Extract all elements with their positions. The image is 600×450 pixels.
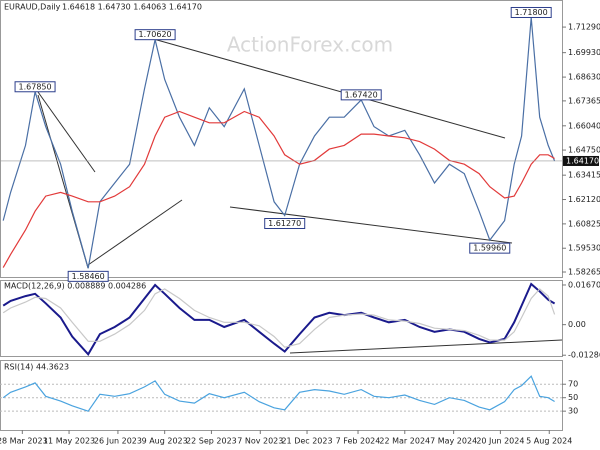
trendline [229,206,513,244]
annotation-label: 1.58460 [72,272,105,281]
chart-title: EURAUD,Daily [4,3,61,12]
price-frame [0,0,563,278]
trendline [149,37,506,139]
x-tick-label: 21 Dec 2023 [281,437,332,446]
last-price-label: 1.64170 [566,156,599,165]
y-tick-label: 1.67365 [568,96,600,105]
macd-frame [0,280,563,357]
x-tick-label: 28 Mar 2023 [0,437,48,446]
annotation-label: 1.59960 [473,244,506,253]
series-line [2,17,556,269]
trendline [289,339,563,354]
y-tick-label: -0.012869 [568,351,600,360]
y-tick-label: 1.59530 [568,244,600,253]
y-tick-label: 1.69930 [568,48,600,57]
series-line [2,288,556,348]
y-tick-label: 1.66040 [568,121,600,130]
x-tick-label: 26 Jun 2023 [94,437,142,446]
x-tick-label: 11 May 2023 [43,437,95,446]
x-tick-label: 20 Jun 2024 [476,437,524,446]
x-tick-label: 7 May 2024 [430,437,477,446]
series-line [2,375,555,412]
y-tick-label: 0.00 [568,320,586,329]
annotation-box [469,242,511,254]
trendline [87,199,183,266]
annotation-label: 1.67420 [345,90,378,99]
x-tick-label: 7 Nov 2023 [237,437,283,446]
y-tick-label: 50 [568,393,578,402]
ohlc-text: 1.64618 1.64730 1.64063 1.64170 [62,3,202,12]
annotation-label: 1.71800 [515,8,548,17]
y-tick-label: 1.71290 [568,23,600,32]
annotation-label: 1.70620 [139,30,172,39]
y-tick-label: 1.64750 [568,146,600,155]
annotation-box [134,29,176,41]
series-line [2,110,555,268]
annotation-label: 1.61270 [268,219,301,228]
y-tick-label: 1.58265 [568,268,600,277]
y-tick-label: 1.68630 [568,73,600,82]
rsi-frame [0,360,563,431]
y-tick-label: 1.63415 [568,171,600,180]
annotation-box [264,218,306,230]
y-tick-label: 1.62120 [568,195,600,204]
y-tick-label: 30 [568,407,578,416]
watermark: ActionForex.com [227,33,393,57]
x-tick-label: 22 Sep 2023 [186,437,237,446]
annotation-box [510,6,552,18]
x-tick-label: 9 Aug 2023 [142,437,188,446]
x-tick-label: 7 Feb 2024 [336,437,381,446]
x-tick-label: 22 Mar 2024 [379,437,430,446]
rsi-title: RSI(14) 44.3623 [4,363,69,372]
x-tick-label: 5 Aug 2024 [526,437,572,446]
annotation-box [14,81,56,93]
trendline [37,91,96,173]
y-tick-label: 70 [568,380,578,389]
y-tick-label: 0.016704 [568,280,600,289]
series-line [2,282,556,356]
annotation-box [67,270,109,282]
macd-title: MACD(12,26,9) 0.008889 0.004286 [4,282,146,291]
last-price-box [563,155,599,166]
annotation-label: 1.67850 [19,82,52,91]
annotation-box [340,89,382,101]
y-tick-label: 1.60825 [568,219,600,228]
